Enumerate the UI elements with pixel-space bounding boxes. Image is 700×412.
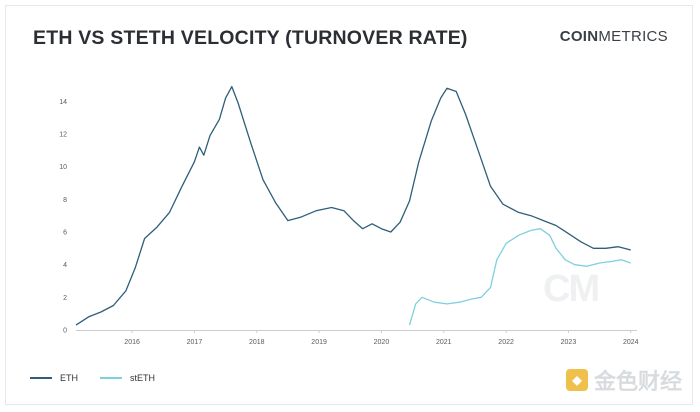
x-tick-label: 2019 bbox=[311, 339, 327, 346]
legend-label-steth: stETH bbox=[130, 373, 156, 383]
y-tick-label: 12 bbox=[59, 132, 67, 139]
chart-title: ETH VS STETH VELOCITY (TURNOVER RATE) bbox=[33, 27, 468, 49]
legend-swatch-steth bbox=[100, 377, 122, 379]
y-tick-label: 0 bbox=[63, 328, 67, 335]
chart-series bbox=[75, 85, 632, 326]
chart-legend: ETH stETH bbox=[30, 373, 177, 383]
legend-item-eth: ETH bbox=[30, 373, 78, 383]
x-tick-label: 2016 bbox=[124, 339, 140, 346]
y-tick-label: 4 bbox=[63, 262, 67, 269]
brand-logo: COINMETRICS bbox=[560, 28, 668, 45]
y-tick-label: 10 bbox=[59, 164, 67, 171]
jinse-logo-icon: ◆ bbox=[565, 369, 588, 391]
series-line-steth bbox=[408, 228, 632, 326]
x-tick-label: 2024 bbox=[623, 339, 639, 346]
series-line-eth bbox=[75, 85, 631, 326]
legend-swatch-eth bbox=[30, 377, 52, 379]
jinse-watermark: ◆ 金色财经 bbox=[565, 364, 682, 396]
y-tick-label: 2 bbox=[63, 295, 67, 302]
x-tick-label: 2018 bbox=[249, 339, 265, 346]
y-tick-label: 6 bbox=[63, 230, 67, 237]
x-tick-label: 2020 bbox=[374, 339, 390, 346]
x-tick-label: 2022 bbox=[498, 339, 514, 346]
jinse-watermark-text: 金色财经 bbox=[593, 369, 682, 394]
legend-label-eth: ETH bbox=[60, 373, 78, 383]
chart-axes: 0 2 4 6 8 10 12 14 2016 2017 2018 2019 2020 2021 2022 2… bbox=[59, 99, 638, 346]
x-tick-label: 2021 bbox=[436, 339, 452, 346]
x-tick-label: 2023 bbox=[561, 339, 577, 346]
chart-frame bbox=[5, 5, 693, 405]
x-tick-label: 2017 bbox=[187, 339, 203, 346]
brand-logo-light: METRICS bbox=[598, 28, 668, 45]
brand-logo-bold: COIN bbox=[559, 28, 599, 45]
y-tick-label: 8 bbox=[63, 197, 67, 204]
legend-item-steth: stETH bbox=[100, 373, 155, 383]
coinmetrics-watermark: CM bbox=[543, 268, 600, 310]
y-tick-label: 14 bbox=[59, 99, 67, 106]
